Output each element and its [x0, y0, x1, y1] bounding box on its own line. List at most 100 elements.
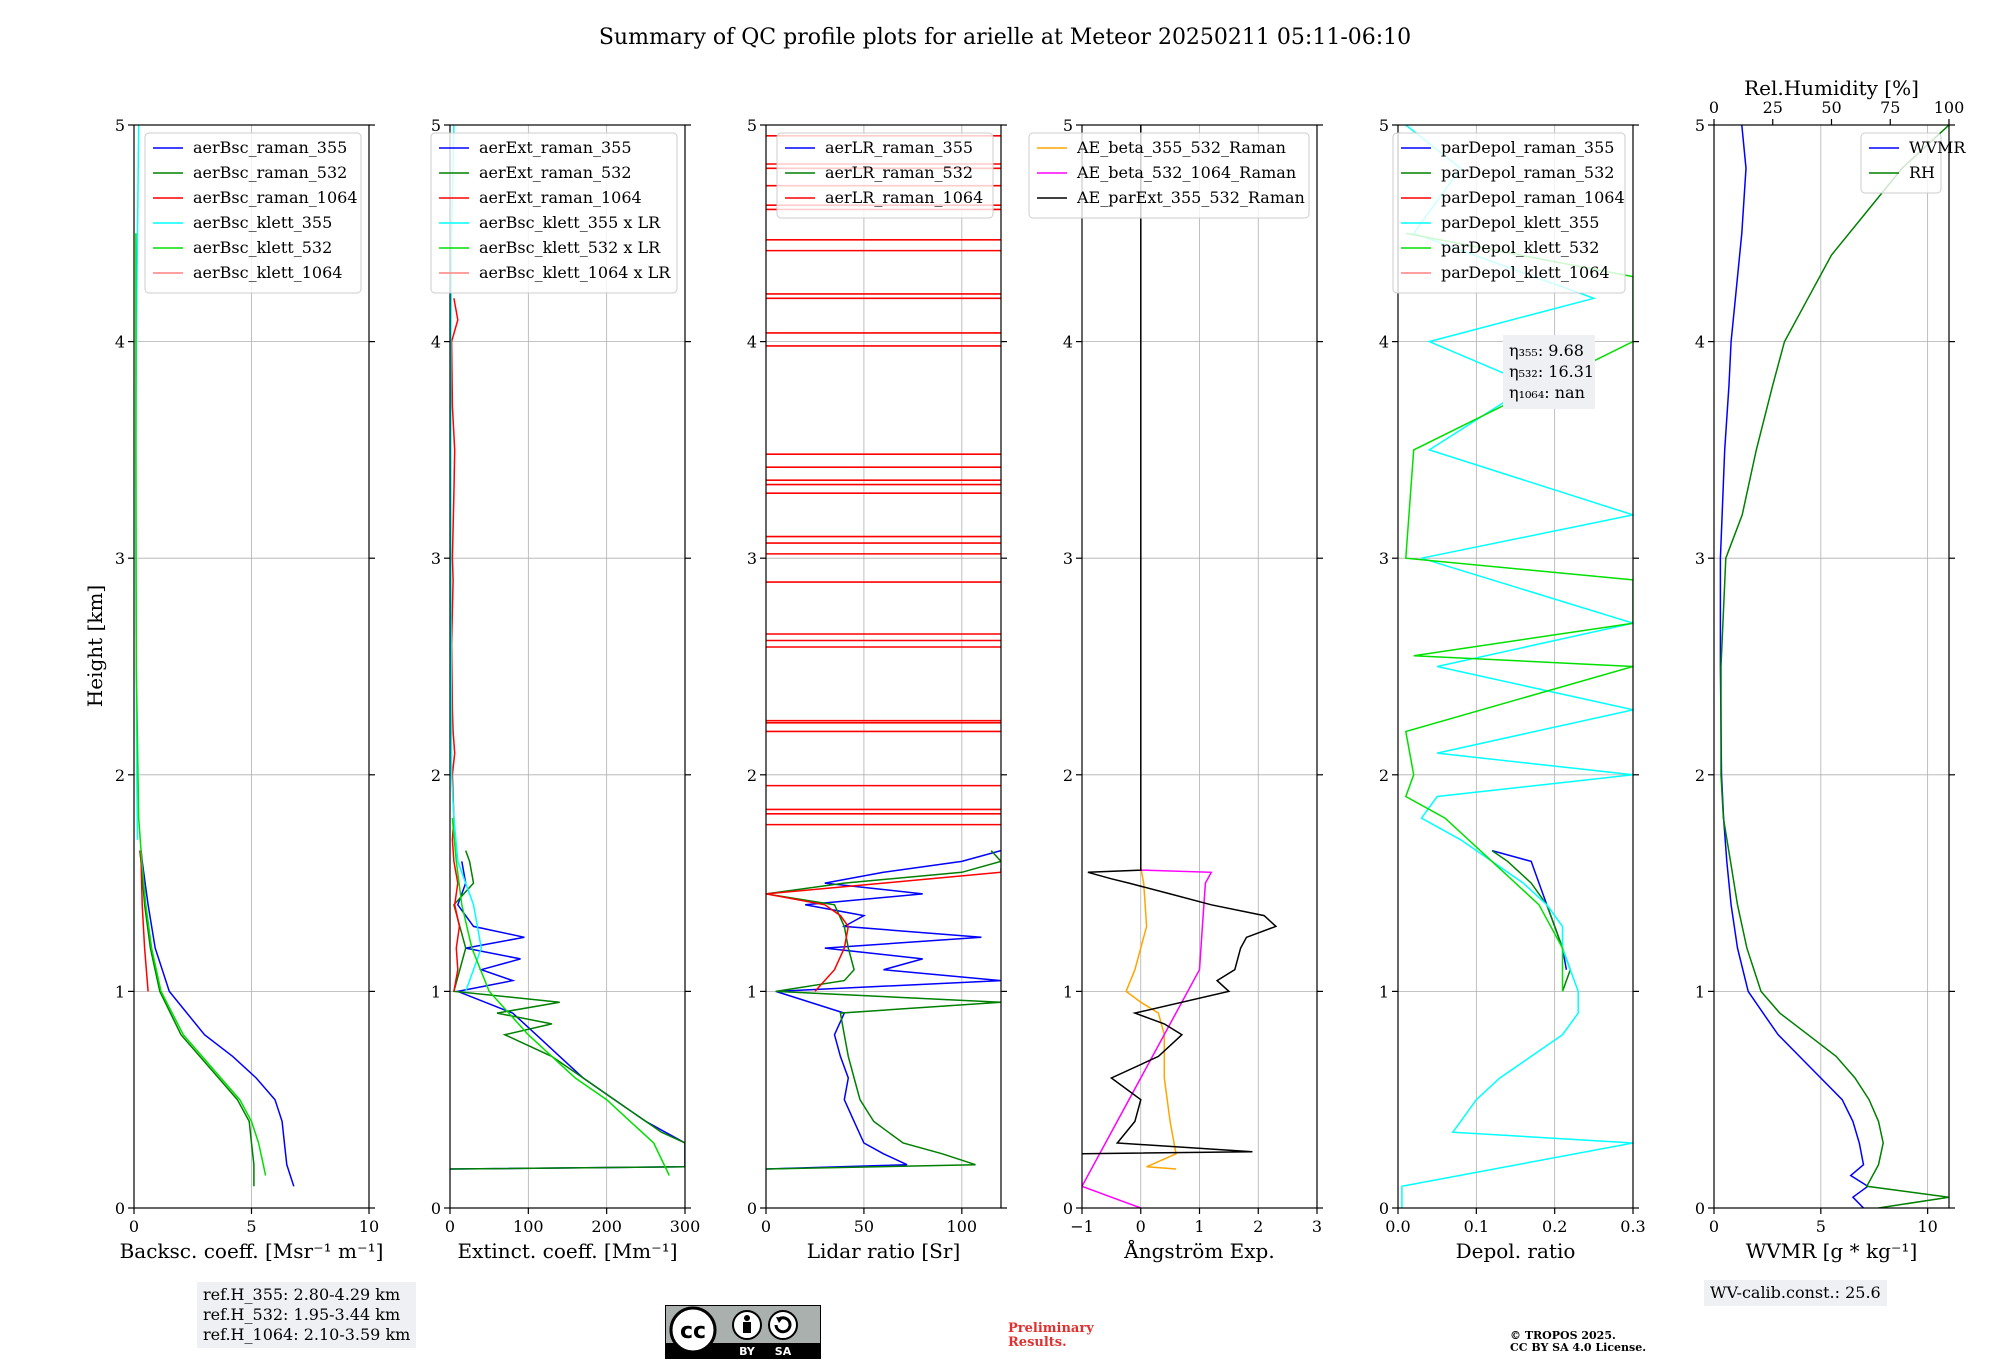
- ref-height-1064: ref.H_1064: 2.10-3.59 km: [203, 1325, 411, 1344]
- legend-entry-pardepol-klett-532: parDepol_klett_532: [1441, 238, 1599, 257]
- series-aerlr-raman-1064: [766, 867, 1001, 992]
- y-tick-label: 3: [747, 549, 757, 568]
- series-ae-parext-355-532-raman: [1082, 125, 1278, 1155]
- plot-area: [450, 125, 685, 1176]
- legend-entry-pardepol-klett-1064: parDepol_klett_1064: [1441, 263, 1610, 282]
- y-tick-label: 3: [431, 549, 441, 568]
- y-tick-label: 1: [1063, 982, 1073, 1001]
- y-tick-label: 1: [1695, 982, 1705, 1001]
- legend-box: [1392, 132, 1626, 294]
- x-axis-label: Backsc. coeff. [Msr⁻¹ m⁻¹]: [120, 1239, 384, 1263]
- preliminary-line-1: Preliminary: [1008, 1321, 1094, 1336]
- y-tick-label: 3: [1695, 549, 1705, 568]
- legend-entry-pardepol-raman-532: parDepol_raman_532: [1441, 163, 1614, 182]
- x-tick-label: 100: [947, 1217, 978, 1236]
- plot-area: [1719, 125, 1949, 1208]
- y-tick-label: 0: [1379, 1199, 1389, 1218]
- panel-1: 0 5 10 0 1 2 3 4 5 Backsc. coeff. [Msr⁻¹ m⁻¹] aerB…: [115, 116, 384, 1263]
- y-tick-label: 0: [115, 1199, 125, 1218]
- y-tick-label: 4: [115, 333, 125, 352]
- x-tick-label: 5: [246, 1217, 256, 1236]
- y-tick-label: 5: [1695, 116, 1705, 135]
- y-axis-label: Height [km]: [83, 585, 107, 707]
- legend: parDepol_raman_355 parDepol_raman_532 parD…: [1392, 132, 1626, 294]
- y-tick-label: 1: [115, 982, 125, 1001]
- legend-entry-wvmr: WVMR: [1909, 138, 1966, 157]
- x-tick-label: 300: [670, 1217, 701, 1236]
- x-tick-label: −1: [1070, 1217, 1094, 1236]
- cc-icon: [669, 1306, 717, 1354]
- series-aerext-raman-532: [450, 850, 685, 1170]
- y-tick-label: 2: [1695, 766, 1705, 785]
- y-tick-label: 4: [1695, 333, 1705, 352]
- y-tick-label: 2: [1379, 766, 1389, 785]
- legend-entry-aerbsc-klett-1064: aerBsc_klett_1064: [193, 263, 342, 282]
- legend-box: [144, 132, 362, 294]
- copyright-line-2: CC BY SA 4.0 License.: [1510, 1341, 1647, 1354]
- x-tick-label: 50: [854, 1217, 874, 1236]
- preliminary-line-2: Results.: [1008, 1335, 1067, 1350]
- legend: aerExt_raman_355 aerExt_raman_532 aerExt_r…: [430, 132, 678, 294]
- series-rh: [1720, 125, 1949, 1208]
- wv-calibration-text: WV-calib.const.: 25.6: [1710, 1283, 1881, 1302]
- legend-entry-aerlr-raman-1064: aerLR_raman_1064: [825, 188, 983, 207]
- y-tick-label: 3: [1379, 549, 1389, 568]
- legend-box: [1028, 132, 1310, 219]
- legend-entry-aerbsc-klett-355: aerBsc_klett_355: [193, 213, 332, 232]
- top-x-tick-label: 75: [1880, 98, 1900, 117]
- y-tick-label: 1: [747, 982, 757, 1001]
- x-tick-label: 0.1: [1464, 1217, 1489, 1236]
- top-x-tick-label: 25: [1763, 98, 1783, 117]
- copyright-line-1: © TROPOS 2025.: [1510, 1329, 1616, 1342]
- svg-text:cc: cc: [680, 1319, 706, 1344]
- panel-5: 0.0 0.1 0.2 0.3 0 1 2 3 4 5 Depol. ratio parDepol_r…: [1379, 116, 1646, 1263]
- x-tick-label: 10: [1917, 1217, 1937, 1236]
- axes-frame: [449, 124, 686, 1209]
- legend-entry-aerbsc-klett-1064-x-lr: aerBsc_klett_1064 x LR: [479, 263, 671, 282]
- x-axis-label: Depol. ratio: [1456, 1239, 1576, 1263]
- y-tick-label: 5: [1063, 116, 1073, 135]
- legend-entry-aerbsc-klett-355-x-lr: aerBsc_klett_355 x LR: [479, 213, 661, 232]
- axes-frame: [765, 124, 1002, 1209]
- eta-annotation-box: [1503, 335, 1595, 409]
- legend-entry-aerlr-raman-355: aerLR_raman_355: [825, 138, 973, 157]
- series-aerbsc-klett-532: [135, 233, 267, 1176]
- badge-sa-label: SA: [775, 1345, 792, 1358]
- series-aerbsc-klett-532-x-lr: [451, 818, 670, 1176]
- ref-height-355: ref.H_355: 2.80-4.29 km: [203, 1285, 401, 1304]
- y-tick-label: 2: [431, 766, 441, 785]
- y-tick-label: 0: [747, 1199, 757, 1218]
- top-x-tick-label: 100: [1934, 98, 1965, 117]
- series-aerlr-raman-532: [766, 850, 1001, 1170]
- x-tick-label: 5: [1816, 1217, 1826, 1236]
- y-tick-label: 0: [431, 1199, 441, 1218]
- badge-by-label: BY: [739, 1345, 756, 1358]
- sa-share-alike-icon: [768, 1310, 798, 1340]
- x-axis-label: Lidar ratio [Sr]: [807, 1239, 961, 1263]
- x-tick-label: 0: [445, 1217, 455, 1236]
- series-aerext-raman-1064: [450, 298, 461, 992]
- legend-entry-ae-parext-355-532-raman: AE_parExt_355_532_Raman: [1076, 188, 1305, 207]
- y-tick-label: 5: [1379, 116, 1389, 135]
- legend-entry-aerbsc-raman-1064: aerBsc_raman_1064: [193, 188, 358, 207]
- x-axis-label: Ångström Exp.: [1123, 1238, 1274, 1263]
- y-tick-label: 2: [1063, 766, 1073, 785]
- y-tick-label: 2: [747, 766, 757, 785]
- legend-entry-aerbsc-klett-532-x-lr: aerBsc_klett_532 x LR: [479, 238, 661, 257]
- x-tick-label: 0: [1136, 1217, 1146, 1236]
- y-tick-label: 4: [1063, 333, 1073, 352]
- x-tick-label: 0: [761, 1217, 771, 1236]
- x-tick-label: 0.0: [1385, 1217, 1410, 1236]
- legend-entry-ae-beta-532-1064-raman: AE_beta_532_1064_Raman: [1076, 163, 1296, 182]
- reference-heights-box: ref.H_355: 2.80-4.29 km ref.H_532: 1.95-…: [197, 1282, 417, 1348]
- top-axis-label: Rel.Humidity [%]: [1744, 76, 1919, 100]
- legend-entry-rh: RH: [1909, 163, 1935, 182]
- cc-by-sa-badge: cc BY SA: [665, 1305, 821, 1359]
- plot-area: [766, 135, 1001, 1170]
- y-tick-label: 3: [1063, 549, 1073, 568]
- legend-box: [776, 132, 994, 219]
- y-tick-label: 5: [747, 116, 757, 135]
